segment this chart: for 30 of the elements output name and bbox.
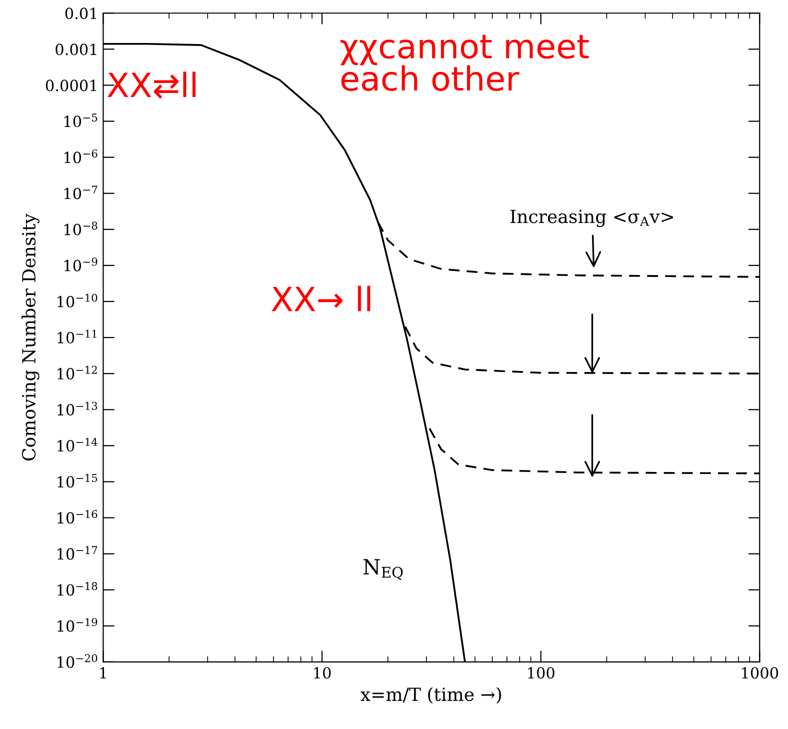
y-tick-label: 10$^{−6}$ <box>64 150 98 164</box>
y-tick-label: 10$^{−14}$ <box>58 438 98 452</box>
x-tick-label: 1 <box>100 667 106 678</box>
x-tick-label: 10 <box>314 667 331 679</box>
y-tick-label: 10$^{−18}$ <box>58 582 98 596</box>
y-tick-label: 10$^{−15}$ <box>58 474 98 488</box>
y-axis-title: Comoving Number Density <box>22 214 40 461</box>
y-tick-label: 10$^{−19}$ <box>58 618 98 632</box>
y-tick-label: 10$^{−20}$ <box>58 654 98 668</box>
y-tick-label: 10$^{−9}$ <box>64 258 98 272</box>
y-tick-label: 10$^{−12}$ <box>58 366 97 380</box>
text: N$_{EQ}$ <box>364 559 403 580</box>
x-axis-title: x=m/T (time →) <box>360 687 502 704</box>
y-tick-label: 10$^{−13}$ <box>58 402 98 416</box>
y-tick-label: 10$^{−10}$ <box>58 294 98 308</box>
annotation: XX⇄ll <box>108 72 196 99</box>
y-tick-label: 0.001 <box>56 44 96 56</box>
y-tick-label: 10$^{−11}$ <box>58 330 96 344</box>
y-tick-label: 10$^{−5}$ <box>64 114 98 128</box>
annotation: XX→ ll <box>272 286 370 312</box>
y-tick-label: 0.0001 <box>46 80 96 92</box>
annotation: Increasing <σ$_{A}$v> <box>510 210 674 228</box>
annotation: χχcannot meet each other <box>340 34 589 92</box>
x-tick-label: 100 <box>528 667 554 679</box>
y-tick-label: 10$^{−7}$ <box>64 186 98 200</box>
y-tick-label: 0.01 <box>65 8 96 20</box>
y-tick-label: 10$^{−17}$ <box>58 546 98 560</box>
y-tick-label: 10$^{−16}$ <box>58 510 98 524</box>
x-tick-label: 1000 <box>742 667 778 679</box>
y-tick-label: 10$^{−8}$ <box>64 222 98 236</box>
